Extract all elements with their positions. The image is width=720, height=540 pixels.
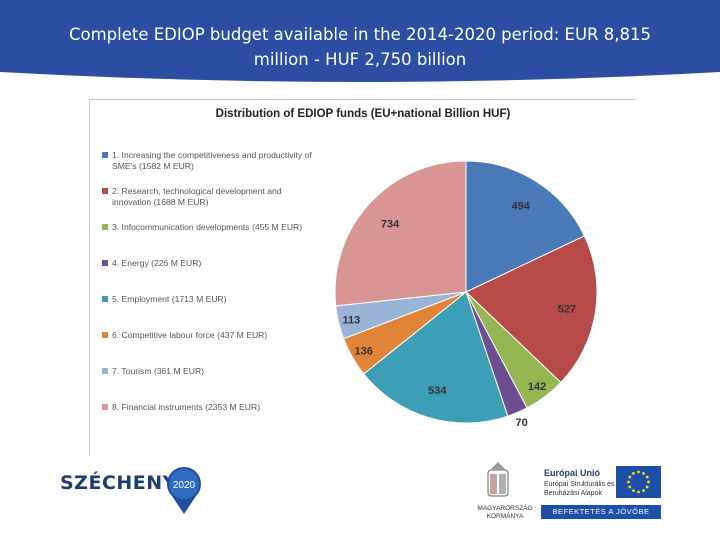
eu-flag-icon (616, 466, 661, 498)
legend-label: 1. Increasing the competitiveness and pr… (112, 150, 312, 171)
legend-label: 6. Competitive labour force (437 M EUR) (112, 330, 268, 340)
legend-swatch (102, 260, 108, 266)
slide-title: Complete EDIOP budget available in the 2… (20, 22, 700, 72)
footer (0, 456, 720, 540)
legend-swatch (102, 296, 108, 302)
data-label: 534 (428, 385, 447, 397)
header-background (0, 0, 720, 82)
legend-swatch (102, 224, 108, 230)
eu-title: Európai Unió (544, 468, 600, 478)
legend-label: 8. Financial instruments (2353 M EUR) (112, 402, 261, 412)
data-label: 527 (558, 303, 576, 315)
header-band: Complete EDIOP budget available in the 2… (0, 0, 720, 84)
eu-star (627, 480, 630, 484)
data-label: 494 (511, 201, 530, 213)
legend-label: 5. Employment (1713 M EUR) (112, 294, 227, 304)
legend-item: 5. Employment (1713 M EUR) (102, 294, 312, 330)
pie-chart: 494 527 142 70 534 136 113 734 (334, 160, 598, 429)
eu-banner: BEFEKTETÉS A JÖVŐBE (541, 505, 661, 519)
eu-star (628, 485, 632, 489)
legend-item: 4. Energy (226 M EUR) (102, 258, 312, 294)
eu-star (632, 489, 635, 493)
slide-title-line1: Complete EDIOP budget available in the 2… (68, 25, 651, 44)
legend-item: 2. Research, technological development a… (102, 186, 312, 222)
pie-slice (363, 291, 509, 424)
legend-label: 3. Infocommunication developments (455 M… (112, 222, 303, 232)
legend-swatch (102, 404, 108, 410)
chart-title: Distribution of EDIOP funds (EU+national… (215, 108, 511, 120)
legend-label: 2. Research, technological development a… (112, 186, 282, 207)
hungary-crest-icon (487, 462, 509, 497)
legend-item: 8. Financial instruments (2353 M EUR) (102, 402, 312, 438)
legend-swatch (102, 332, 108, 338)
slide-title-line2: million - HUF 2,750 billion (253, 50, 467, 69)
eu-star (637, 490, 640, 494)
legend-item: 7. Tourism (361 M EUR) (102, 366, 312, 402)
eu-star (632, 471, 635, 475)
legend-item: 3. Infocommunication developments (455 M… (102, 222, 312, 258)
eu-star (647, 480, 650, 484)
eu-star (645, 475, 649, 479)
eu-subtitle: Európai Strukturális és Beruházási Alapo… (544, 481, 615, 497)
legend-label: 7. Tourism (361 M EUR) (112, 366, 205, 376)
legend-swatch (102, 368, 108, 374)
szechenyi-logo-text: SZÉCHENYI (60, 472, 185, 494)
pie-slice (465, 160, 586, 293)
chart-legend: 1. Increasing the competitiveness and pr… (102, 150, 312, 438)
legend-swatch (102, 152, 108, 158)
eu-star (628, 475, 632, 479)
legend-item: 6. Competitive labour force (437 M EUR) (102, 330, 312, 366)
eu-star (637, 470, 640, 474)
eu-stars (627, 470, 650, 494)
data-label: 734 (381, 219, 400, 231)
data-label: 70 (516, 417, 528, 429)
legend-item: 1. Increasing the competitiveness and pr… (102, 150, 312, 186)
eu-star (642, 471, 645, 475)
data-label: 113 (342, 314, 360, 326)
badge-year: 2020 (173, 480, 196, 491)
government-label: MAGYARORSZÁG KORMÁNYA (477, 505, 533, 520)
pie-slice (465, 235, 598, 384)
legend-swatch (102, 188, 108, 194)
data-label: 142 (528, 381, 546, 393)
szechenyi-2020-badge-icon: 2020 (167, 466, 201, 514)
eu-star (642, 489, 645, 493)
legend-label: 4. Energy (226 M EUR) (112, 258, 202, 268)
data-label: 136 (354, 346, 372, 358)
eu-star (645, 485, 649, 489)
pie-slice (334, 160, 467, 307)
